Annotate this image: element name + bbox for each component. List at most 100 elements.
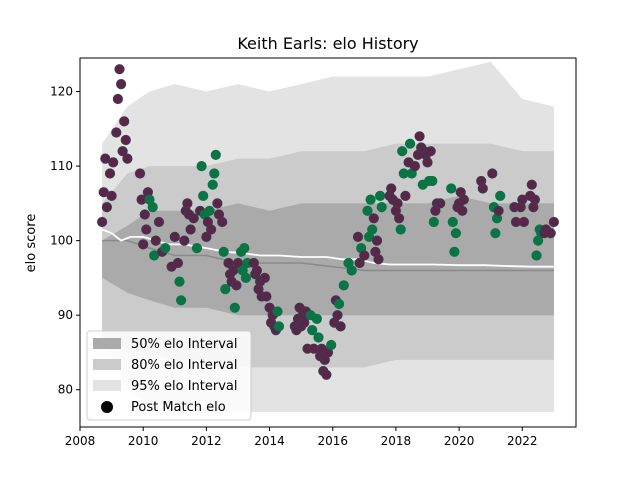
post-match-point xyxy=(529,194,541,205)
post-match-point xyxy=(139,209,150,220)
post-match-point xyxy=(422,157,433,168)
post-match-point xyxy=(313,332,324,343)
legend: 50% elo Interval 80% elo Interval 95% el… xyxy=(86,330,252,421)
y-tick-label: 120 xyxy=(50,85,73,99)
post-match-point xyxy=(182,198,193,209)
post-match-point xyxy=(395,224,406,235)
post-match-point xyxy=(217,216,228,228)
post-match-point xyxy=(207,179,218,190)
post-match-point xyxy=(493,205,504,216)
post-match-point xyxy=(240,272,251,283)
post-match-point xyxy=(169,231,180,242)
post-match-point xyxy=(457,205,468,216)
post-match-point xyxy=(101,202,113,213)
post-match-point xyxy=(548,216,560,228)
x-tick-label: 2020 xyxy=(444,434,475,448)
post-match-point xyxy=(359,250,370,261)
post-match-point xyxy=(191,243,202,254)
x-tick-label: 2018 xyxy=(381,434,412,448)
post-match-point xyxy=(220,284,231,295)
post-match-point xyxy=(334,298,345,310)
post-match-point xyxy=(153,216,165,228)
post-match-point xyxy=(428,216,439,228)
post-match-point xyxy=(495,190,506,201)
post-match-point xyxy=(141,224,152,235)
post-match-point xyxy=(425,146,436,157)
post-match-point xyxy=(394,213,405,224)
y-axis-label: elo score xyxy=(24,214,39,273)
post-match-point xyxy=(134,168,146,179)
post-match-point xyxy=(114,64,125,75)
legend-label-80: 80% elo Interval xyxy=(131,358,238,373)
post-match-point xyxy=(375,190,386,201)
post-match-point xyxy=(174,276,185,287)
post-match-point xyxy=(188,213,199,224)
post-match-point xyxy=(299,317,310,328)
post-match-point xyxy=(108,157,119,168)
band-50 xyxy=(102,195,554,316)
post-match-point xyxy=(261,291,272,302)
x-axis: 2008 2010 2012 2014 2016 2018 2020 2022 xyxy=(65,427,538,448)
legend-swatch-80 xyxy=(93,359,121,370)
post-match-point xyxy=(447,216,458,228)
post-match-point xyxy=(239,243,250,254)
post-match-point xyxy=(326,339,337,351)
post-match-point xyxy=(518,216,530,228)
legend-marker-post-match xyxy=(101,401,113,413)
post-match-point xyxy=(201,231,212,242)
legend-swatch-50 xyxy=(93,338,121,349)
post-match-point xyxy=(179,235,190,246)
legend-label-post-match: Post Match elo xyxy=(131,400,226,415)
post-match-point xyxy=(400,190,411,201)
legend-box xyxy=(86,330,252,421)
post-match-point xyxy=(545,228,556,239)
x-tick-label: 2010 xyxy=(128,434,159,448)
y-axis: 80 90 100 110 120 xyxy=(50,85,80,397)
post-match-point xyxy=(307,325,318,336)
x-tick-label: 2014 xyxy=(254,434,285,448)
post-match-point xyxy=(272,306,283,317)
post-match-point xyxy=(212,198,223,209)
post-match-point xyxy=(185,224,196,235)
axes-frame xyxy=(79,57,577,428)
x-tick-label: 2016 xyxy=(317,434,348,448)
y-tick-label: 80 xyxy=(58,383,73,397)
post-match-point xyxy=(259,272,270,283)
x-tick-label: 2012 xyxy=(191,434,222,448)
legend-label-95: 95% elo Interval xyxy=(131,379,238,394)
post-match-point xyxy=(450,228,461,239)
post-match-point xyxy=(120,134,131,146)
post-match-point xyxy=(251,265,262,276)
post-match-point xyxy=(446,183,457,194)
post-match-point xyxy=(198,190,209,201)
post-match-point xyxy=(209,168,220,179)
post-match-point xyxy=(204,205,215,216)
post-match-point xyxy=(346,265,357,276)
post-match-point xyxy=(352,231,364,242)
post-match-point xyxy=(116,79,127,90)
post-match-point xyxy=(138,239,149,250)
post-match-point xyxy=(449,246,460,257)
y-tick-label: 110 xyxy=(50,159,73,173)
post-match-point xyxy=(231,280,242,291)
post-match-point xyxy=(321,369,332,380)
post-match-point xyxy=(273,321,285,332)
post-match-point xyxy=(371,235,383,246)
post-match-point xyxy=(147,202,158,213)
post-match-point xyxy=(477,183,488,194)
post-match-point xyxy=(435,198,446,209)
post-match-point xyxy=(367,224,378,235)
post-match-point xyxy=(106,190,117,201)
post-match-point xyxy=(311,313,322,324)
y-tick-label: 90 xyxy=(58,308,73,322)
post-match-point xyxy=(368,213,379,224)
post-match-point xyxy=(487,168,498,179)
post-match-point xyxy=(409,161,420,172)
post-match-point xyxy=(172,257,183,269)
post-match-point xyxy=(176,295,187,306)
post-match-point xyxy=(117,146,128,157)
post-match-point xyxy=(373,254,384,265)
post-match-point xyxy=(354,257,365,269)
x-tick-label: 2008 xyxy=(65,434,96,448)
post-match-point xyxy=(405,138,416,149)
